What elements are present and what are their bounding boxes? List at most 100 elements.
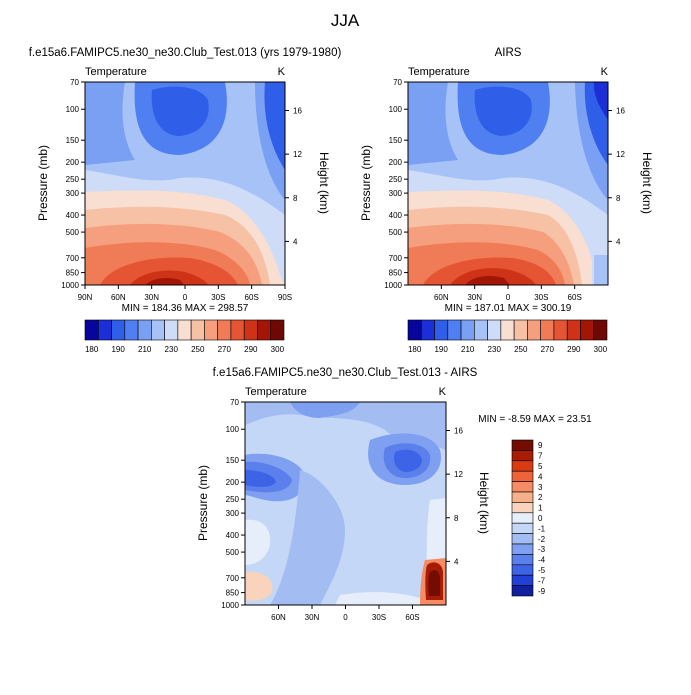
y2-tick-label: 8: [454, 514, 459, 523]
colorbar-swatch: [487, 319, 502, 341]
y-tick-label: 100: [389, 105, 403, 114]
colorbar-swatch: [500, 319, 515, 341]
x-tick-label: 90S: [278, 293, 292, 302]
y-tick-label: 70: [393, 78, 402, 87]
colorbar-label: 190: [111, 345, 125, 354]
panel-airs-units: K: [601, 66, 609, 78]
y2-tick-label: 16: [616, 107, 625, 116]
panel-model-ylabel: Pressure (mb): [36, 145, 50, 221]
colorbar-swatch: [511, 481, 534, 493]
y-tick-label: 100: [226, 425, 240, 434]
y-tick-label: 700: [389, 254, 403, 263]
colorbar-label: 210: [461, 345, 475, 354]
panel-airs: AIRS Temperature K Pressure (mb) Height …: [359, 47, 654, 354]
colorbar-swatch: [190, 319, 205, 341]
x-tick-label: 30S: [534, 293, 548, 302]
colorbar-label: 0: [538, 514, 543, 523]
colorbar-swatch: [407, 319, 422, 341]
colorbar-swatch: [511, 439, 534, 451]
colorbar-swatch: [513, 319, 528, 341]
panel-airs-title: AIRS: [495, 47, 522, 59]
y-tick-label: 700: [66, 254, 80, 263]
y-tick-label: 150: [389, 136, 403, 145]
colorbar-swatch: [447, 319, 462, 341]
panel-diff-ylabel: Pressure (mb): [196, 465, 210, 541]
panel-model-stats: MIN = 184.36 MAX = 298.57: [122, 303, 249, 314]
panel-airs-y2label: Height (km): [640, 152, 654, 214]
colorbar-label: 1: [538, 504, 543, 513]
colorbar-swatch: [511, 564, 534, 576]
colorbar-label: 3: [538, 483, 543, 492]
panel-model-y2label: Height (km): [317, 152, 331, 214]
colorbar-swatch: [124, 319, 139, 341]
colorbar-label: 290: [567, 345, 581, 354]
colorbar-label: 230: [165, 345, 179, 354]
panel-model-colorbar: 180 190 210 230 250 270 290 300: [84, 319, 285, 354]
x-tick-label: 0: [506, 293, 511, 302]
colorbar-label: 250: [191, 345, 205, 354]
panel-model-yticks: 70 100 150 200 250 300 400 500 700 850 1000: [61, 78, 85, 290]
panel-model-y2ticks: 16 12 8 4: [285, 107, 302, 246]
panel-diff-title: f.e15a6.FAMIPC5.ne30_ne30.Club_Test.013 …: [213, 367, 478, 379]
colorbar-swatch: [540, 319, 555, 341]
colorbar-swatch: [151, 319, 165, 341]
x-tick-label: 60S: [405, 613, 419, 622]
contour-band: [264, 82, 285, 170]
colorbar-label: -2: [538, 535, 546, 544]
colorbar-swatch: [217, 319, 232, 341]
panel-airs-contours: [408, 82, 608, 285]
y2-tick-label: 8: [293, 194, 298, 203]
panel-airs-xticks: 60N 30N 0 30S 60S: [434, 285, 582, 302]
y-tick-label: 1000: [61, 281, 79, 290]
colorbar-label: -7: [538, 576, 546, 585]
colorbar-swatch: [177, 319, 192, 341]
colorbar-swatch: [164, 319, 179, 341]
colorbar-label: 230: [488, 345, 502, 354]
figure-title: JJA: [331, 11, 360, 30]
colorbar-swatch: [230, 319, 245, 341]
y-tick-label: 250: [226, 495, 240, 504]
colorbar-label: 9: [538, 441, 543, 450]
panel-diff-colorbar: 9 754 32 10-1 -2-3 -4-5-7 -9: [511, 439, 546, 597]
x-tick-label: 60N: [111, 293, 126, 302]
y-tick-label: 70: [230, 398, 239, 407]
colorbar-swatch: [511, 512, 534, 524]
y-tick-label: 400: [66, 211, 80, 220]
contour-band: [130, 270, 208, 285]
x-tick-label: 30N: [144, 293, 159, 302]
panel-model-contours: [85, 82, 285, 285]
contour-band: [245, 519, 271, 565]
colorbar-swatch: [580, 319, 595, 341]
y2-tick-label: 4: [616, 237, 621, 246]
x-tick-label: 60S: [245, 293, 259, 302]
panel-diff-yticks: 70 100 150 200 250 300 400 500 700 850 1000: [221, 398, 245, 610]
y-tick-label: 500: [226, 548, 240, 557]
colorbar-swatch: [511, 450, 534, 462]
colorbar-label: 180: [85, 345, 99, 354]
x-tick-label: 60N: [434, 293, 449, 302]
colorbar-label: 180: [408, 345, 422, 354]
colorbar-swatch: [270, 319, 285, 341]
contour-band: [85, 82, 135, 165]
colorbar-swatch: [434, 319, 449, 341]
colorbar-swatch: [593, 319, 608, 341]
colorbar-label: 250: [514, 345, 528, 354]
colorbar-swatch: [84, 319, 99, 341]
y2-tick-label: 12: [616, 150, 625, 159]
panel-diff: f.e15a6.FAMIPC5.ne30_ne30.Club_Test.013 …: [196, 367, 592, 622]
colorbar-label: 2: [538, 493, 543, 502]
y-tick-label: 850: [389, 269, 403, 278]
x-tick-label: 30N: [305, 613, 320, 622]
panel-model-xticks: 90N 60N 30N 0 30S 60S 90S: [78, 285, 292, 302]
colorbar-swatch: [511, 585, 534, 597]
panel-diff-units: K: [439, 386, 447, 398]
y-tick-label: 500: [389, 228, 403, 237]
y2-tick-label: 16: [293, 107, 302, 116]
colorbar-swatch: [137, 319, 152, 341]
panel-airs-colorbar: 180 190 210 230 250 270 290 300: [407, 319, 608, 354]
y2-tick-label: 4: [293, 237, 298, 246]
colorbar-swatch: [566, 319, 581, 341]
y-tick-label: 1000: [384, 281, 402, 290]
colorbar-swatch: [511, 533, 534, 545]
